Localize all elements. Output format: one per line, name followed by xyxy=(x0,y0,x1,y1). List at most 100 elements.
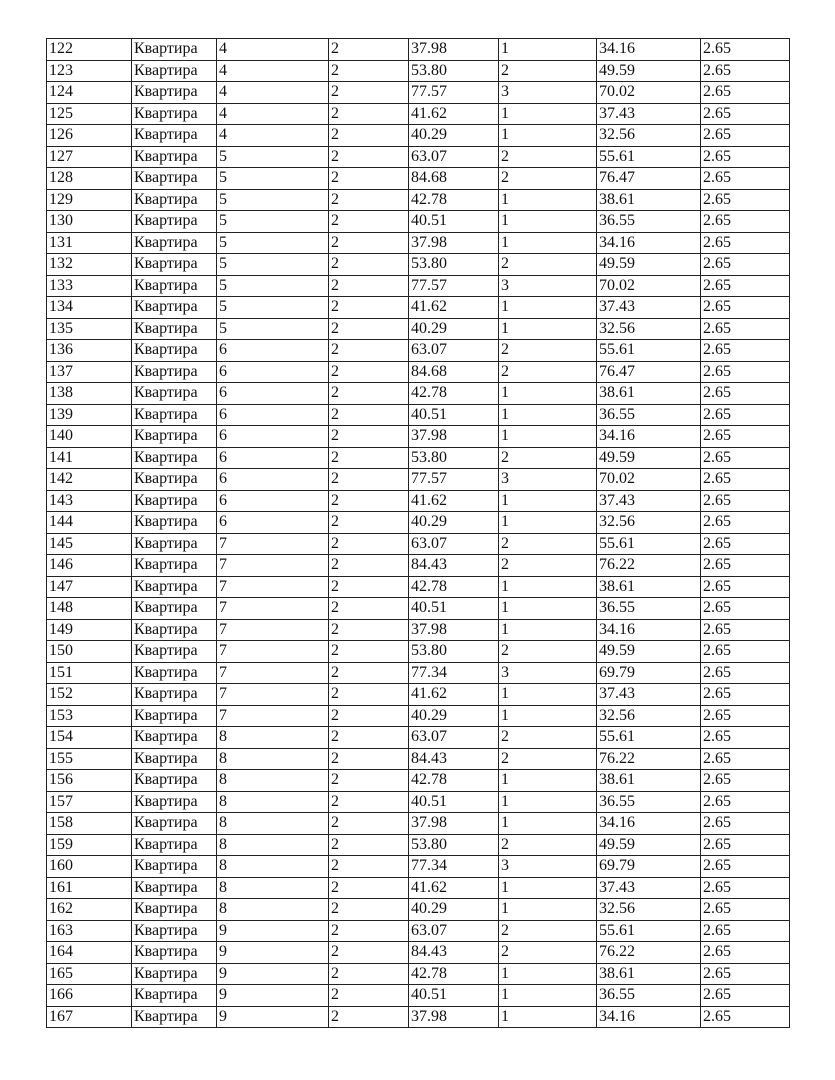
cell-total-area: 37.98 xyxy=(408,618,499,641)
cell-ceiling-height: 2.65 xyxy=(700,790,790,813)
cell-ceiling-height: 2.65 xyxy=(700,855,790,878)
cell-type: Квартира xyxy=(131,575,217,598)
cell-ceiling-height: 2.65 xyxy=(700,188,790,211)
cell-rooms: 2 xyxy=(498,253,597,276)
cell-type: Квартира xyxy=(131,532,217,555)
table-row: 158 Квартира 8 2 37.98 1 34.16 2.65 xyxy=(46,812,790,835)
cell-ceiling-height: 2.65 xyxy=(700,253,790,276)
cell-section: 2 xyxy=(328,231,409,254)
cell-floor: 8 xyxy=(216,726,329,749)
cell-number: 156 xyxy=(46,769,132,792)
cell-living-area: 32.56 xyxy=(596,317,701,340)
cell-floor: 7 xyxy=(216,554,329,577)
cell-type: Квартира xyxy=(131,898,217,921)
cell-living-area: 32.56 xyxy=(596,704,701,727)
cell-type: Квартира xyxy=(131,446,217,469)
cell-living-area: 34.16 xyxy=(596,38,701,61)
cell-type: Квартира xyxy=(131,296,217,319)
table-row: 130 Квартира 5 2 40.51 1 36.55 2.65 xyxy=(46,210,790,233)
cell-rooms: 3 xyxy=(498,855,597,878)
cell-number: 126 xyxy=(46,124,132,147)
cell-section: 2 xyxy=(328,747,409,770)
cell-living-area: 49.59 xyxy=(596,833,701,856)
cell-rooms: 2 xyxy=(498,726,597,749)
table-row: 166 Квартира 9 2 40.51 1 36.55 2.65 xyxy=(46,984,790,1007)
cell-rooms: 1 xyxy=(498,296,597,319)
cell-living-area: 76.22 xyxy=(596,554,701,577)
cell-type: Квартира xyxy=(131,231,217,254)
cell-type: Квартира xyxy=(131,661,217,684)
table-row: 133 Квартира 5 2 77.57 3 70.02 2.65 xyxy=(46,274,790,297)
cell-total-area: 84.68 xyxy=(408,167,499,190)
cell-number: 165 xyxy=(46,962,132,985)
cell-ceiling-height: 2.65 xyxy=(700,59,790,82)
table-row: 156 Квартира 8 2 42.78 1 38.61 2.65 xyxy=(46,769,790,792)
cell-number: 163 xyxy=(46,919,132,942)
cell-total-area: 40.51 xyxy=(408,210,499,233)
table-row: 122 Квартира 4 2 37.98 1 34.16 2.65 xyxy=(46,38,790,61)
cell-type: Квартира xyxy=(131,1005,217,1028)
cell-number: 160 xyxy=(46,855,132,878)
cell-type: Квартира xyxy=(131,511,217,534)
cell-floor: 5 xyxy=(216,188,329,211)
cell-type: Квартира xyxy=(131,317,217,340)
cell-type: Квартира xyxy=(131,790,217,813)
cell-number: 134 xyxy=(46,296,132,319)
cell-total-area: 77.57 xyxy=(408,274,499,297)
cell-type: Квартира xyxy=(131,167,217,190)
cell-number: 130 xyxy=(46,210,132,233)
cell-rooms: 1 xyxy=(498,575,597,598)
cell-section: 2 xyxy=(328,511,409,534)
cell-total-area: 40.29 xyxy=(408,317,499,340)
cell-section: 2 xyxy=(328,855,409,878)
cell-living-area: 49.59 xyxy=(596,253,701,276)
cell-living-area: 36.55 xyxy=(596,403,701,426)
table-row: 149 Квартира 7 2 37.98 1 34.16 2.65 xyxy=(46,618,790,641)
table-row: 125 Квартира 4 2 41.62 1 37.43 2.65 xyxy=(46,102,790,125)
cell-number: 122 xyxy=(46,38,132,61)
cell-ceiling-height: 2.65 xyxy=(700,102,790,125)
cell-ceiling-height: 2.65 xyxy=(700,296,790,319)
table-row: 152 Квартира 7 2 41.62 1 37.43 2.65 xyxy=(46,683,790,706)
cell-living-area: 49.59 xyxy=(596,640,701,663)
cell-total-area: 77.57 xyxy=(408,81,499,104)
cell-number: 143 xyxy=(46,489,132,512)
cell-section: 2 xyxy=(328,425,409,448)
cell-total-area: 42.78 xyxy=(408,962,499,985)
cell-section: 2 xyxy=(328,145,409,168)
cell-total-area: 53.80 xyxy=(408,833,499,856)
cell-type: Квартира xyxy=(131,855,217,878)
cell-number: 161 xyxy=(46,876,132,899)
cell-section: 2 xyxy=(328,640,409,663)
cell-rooms: 1 xyxy=(498,403,597,426)
cell-rooms: 3 xyxy=(498,274,597,297)
cell-total-area: 63.07 xyxy=(408,919,499,942)
cell-total-area: 37.98 xyxy=(408,812,499,835)
cell-section: 2 xyxy=(328,618,409,641)
cell-number: 129 xyxy=(46,188,132,211)
cell-ceiling-height: 2.65 xyxy=(700,919,790,942)
cell-number: 135 xyxy=(46,317,132,340)
cell-floor: 7 xyxy=(216,618,329,641)
cell-rooms: 1 xyxy=(498,704,597,727)
cell-living-area: 37.43 xyxy=(596,683,701,706)
cell-rooms: 2 xyxy=(498,339,597,362)
cell-total-area: 40.29 xyxy=(408,898,499,921)
cell-type: Квартира xyxy=(131,102,217,125)
cell-living-area: 76.47 xyxy=(596,167,701,190)
table-row: 153 Квартира 7 2 40.29 1 32.56 2.65 xyxy=(46,704,790,727)
cell-floor: 4 xyxy=(216,81,329,104)
cell-living-area: 32.56 xyxy=(596,124,701,147)
cell-section: 2 xyxy=(328,468,409,491)
cell-rooms: 1 xyxy=(498,102,597,125)
cell-total-area: 37.98 xyxy=(408,1005,499,1028)
table-row: 167 Квартира 9 2 37.98 1 34.16 2.65 xyxy=(46,1005,790,1028)
cell-ceiling-height: 2.65 xyxy=(700,683,790,706)
cell-total-area: 40.51 xyxy=(408,403,499,426)
table-row: 151 Квартира 7 2 77.34 3 69.79 2.65 xyxy=(46,661,790,684)
cell-section: 2 xyxy=(328,1005,409,1028)
cell-living-area: 69.79 xyxy=(596,661,701,684)
table-row: 144 Квартира 6 2 40.29 1 32.56 2.65 xyxy=(46,511,790,534)
cell-floor: 4 xyxy=(216,38,329,61)
cell-floor: 4 xyxy=(216,59,329,82)
